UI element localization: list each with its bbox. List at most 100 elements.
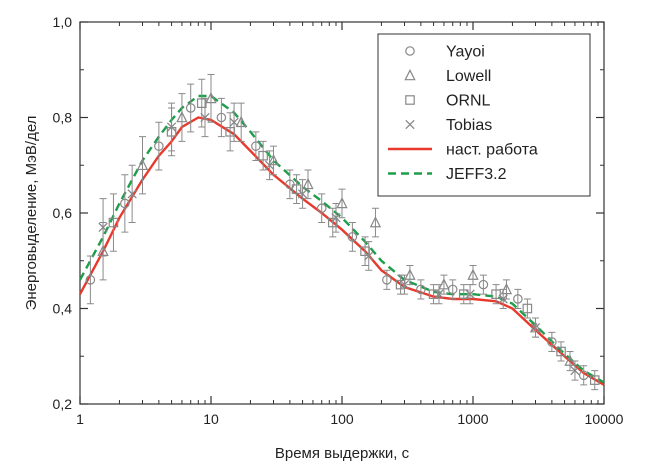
error-bar-yayoi (217, 97, 225, 138)
x-tick-label: 1000 (457, 411, 488, 427)
x-tick-label: 10 (203, 411, 219, 427)
data-point-yayoi (578, 370, 589, 381)
data-point-yayoi (216, 112, 227, 123)
error-bar-ornl (430, 284, 438, 305)
data-point-yayoi (120, 198, 130, 209)
error-bar-ornl (492, 284, 500, 305)
data-point-lowell (176, 110, 188, 123)
legend-label-yayoi: Yayoi (446, 44, 485, 61)
error-bar-yayoi (318, 193, 326, 224)
data-point-yayoi (85, 275, 96, 285)
data-point-tobias (530, 322, 541, 333)
error-bar-ornl (109, 193, 117, 252)
error-bar-ornl (293, 174, 301, 204)
data-point-tobias (570, 365, 580, 376)
data-point-ornl (458, 289, 469, 299)
x-tick-label: 1 (76, 411, 84, 427)
series-line-jeff3-2 (78, 94, 605, 384)
data-point-tobias (434, 289, 444, 299)
data-point-tobias (331, 213, 341, 223)
x-tick-label: 10000 (585, 411, 624, 427)
error-bar-ornl (557, 341, 565, 362)
legend-label-jeff3-2: JEFF3.2 (446, 166, 507, 183)
data-point-ornl (522, 303, 533, 314)
data-point-ornl (360, 246, 370, 256)
error-bar-yayoi (580, 365, 588, 386)
error-bar-yayoi (348, 222, 356, 252)
y-tick-label: 0,2 (53, 396, 73, 412)
data-point-ornl (327, 217, 338, 228)
error-bar-lowell (270, 145, 278, 176)
error-bar-lowell (237, 102, 245, 142)
legend-swatch-ornl (405, 95, 415, 105)
legend: Yayoi Lowell ORNL Tobias наст. работа JEFF3.2 (377, 33, 591, 197)
data-point-yayoi (382, 275, 392, 285)
data-point-ornl (556, 346, 566, 357)
error-bar-lowell (139, 136, 147, 195)
data-point-tobias (264, 160, 275, 170)
error-bar-yayoi (121, 174, 129, 233)
data-point-yayoi (316, 203, 327, 214)
data-point-lowell (205, 91, 217, 104)
error-bar-ornl (523, 298, 531, 319)
legend-label-ornl: ORNL (446, 93, 491, 110)
error-bar-ornl (198, 78, 206, 128)
data-point-yayoi (185, 103, 196, 113)
data-point-yayoi (547, 337, 557, 347)
data-point-ornl (291, 184, 302, 194)
data-point-ornl (196, 98, 207, 108)
data-point-lowell (302, 177, 314, 190)
error-bar-yayoi (86, 255, 94, 305)
error-bar-ornl (591, 370, 599, 391)
x-axis-title: Время выдержки, с (275, 445, 410, 462)
error-bar-yayoi (187, 83, 195, 133)
error-bar-yayoi (383, 269, 391, 290)
data-point-lowell (235, 115, 247, 128)
data-point-yayoi (478, 279, 489, 290)
error-bar-ornl (460, 284, 468, 305)
legend-label-наст-работа: наст. работа (446, 142, 538, 159)
legend-swatch-tobias (405, 119, 415, 130)
data-point-ornl (108, 217, 119, 228)
error-bar-lowell (338, 188, 346, 219)
data-point-tobias (399, 279, 410, 290)
y-tick-label: 0,4 (53, 301, 73, 317)
data-point-ornl (589, 375, 600, 385)
data-point-lowell (136, 158, 149, 171)
error-bar-yayoi (252, 131, 260, 161)
legend-swatch-yayoi (405, 46, 415, 56)
error-bar-lowell (304, 169, 312, 200)
data-point-lowell (369, 216, 382, 228)
data-point-ornl (258, 150, 268, 161)
error-bar-lowell (371, 207, 379, 238)
error-bar-yayoi (479, 274, 487, 295)
data-point-yayoi (347, 232, 358, 242)
legend-label-lowell: Lowell (446, 68, 491, 85)
data-point-tobias (498, 294, 508, 304)
error-bar-ornl (259, 140, 267, 171)
x-tick-label: 100 (330, 411, 354, 427)
data-point-yayoi (513, 294, 523, 304)
error-bar-ornl (361, 236, 369, 267)
data-point-tobias (364, 251, 374, 261)
error-bar-yayoi (514, 288, 522, 309)
y-axis-title: Энерговыделение, МэВ/дел (23, 116, 40, 311)
data-point-tobias (229, 117, 239, 127)
data-point-tobias (98, 222, 108, 232)
error-bar-yayoi (548, 331, 556, 352)
data-point-ornl (428, 289, 439, 299)
data-point-tobias (297, 189, 308, 199)
data-point-tobias (465, 289, 475, 299)
data-point-lowell (267, 153, 280, 166)
error-bar-yayoi (449, 279, 457, 300)
data-point-ornl (491, 289, 501, 299)
y-tick-label: 1,0 (53, 14, 73, 30)
data-point-tobias (166, 122, 177, 132)
data-point-yayoi (251, 141, 261, 151)
data-point-lowell (336, 196, 348, 209)
y-tick-label: 0,6 (53, 205, 73, 221)
error-bar-yayoi (417, 279, 425, 300)
error-bar-yayoi (155, 121, 163, 171)
error-bar-lowell (178, 93, 186, 142)
